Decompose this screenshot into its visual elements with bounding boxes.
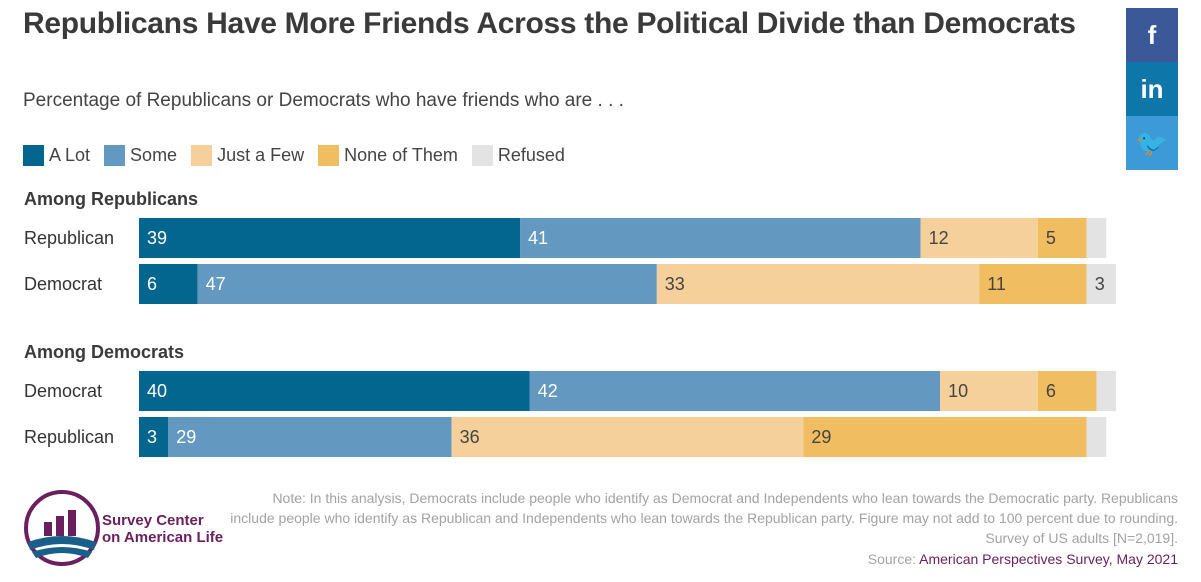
legend-item: None of Them (318, 145, 458, 166)
logo-wave-2 (32, 547, 92, 558)
bar-segment (139, 218, 521, 258)
legend-swatch (104, 145, 126, 166)
bar-segment (139, 417, 169, 457)
chart-subtitle: Percentage of Republicans or Democrats w… (23, 90, 624, 111)
source-label: Source: (867, 551, 917, 567)
bar-value-label: 42 (538, 381, 558, 401)
bar-value-label: 6 (147, 274, 157, 294)
legend-label: A Lot (49, 145, 91, 165)
chart-source: Source: American Perspectives Survey, Ma… (868, 551, 1178, 567)
legend-swatch (318, 145, 340, 166)
legend-label: Some (130, 145, 178, 165)
bar-segment (940, 371, 1038, 411)
bar-value-label: 10 (948, 381, 968, 401)
bar-value-label: 11 (987, 274, 1006, 294)
legend-swatch (471, 145, 493, 166)
logo-bar-1 (44, 522, 52, 536)
bar-segment (1037, 371, 1097, 411)
logo-line-1: Survey Center (102, 512, 204, 529)
bar-segment (451, 417, 804, 457)
legend-label: None of Them (344, 145, 458, 165)
bar-value-label: 29 (176, 427, 196, 447)
logo-bar-3 (68, 510, 76, 536)
bar-value-label: 41 (528, 228, 548, 248)
twitter-share-button[interactable]: 🐦 (1126, 116, 1178, 170)
group-label: Among Democrats (24, 342, 184, 362)
legend-swatch (191, 145, 213, 166)
row-category-label: Democrat (24, 381, 102, 401)
bar-value-label: 3 (147, 427, 157, 447)
linkedin-icon: in (1140, 73, 1164, 104)
chart-legend: A Lot Some Just a Few None of Them Refused (23, 145, 579, 166)
facebook-icon: f (1147, 19, 1157, 50)
logo-line-2: on American Life (102, 529, 224, 546)
bar-segment (139, 371, 530, 411)
stacked-bar-chart: Among Republicans Republican 39 41 12 5 Democr… (24, 189, 1116, 457)
chart-title: Republicans Have More Friends Across the… (23, 7, 1076, 40)
bar-value-label: 33 (665, 274, 685, 294)
row-category-label: Republican (24, 228, 114, 248)
logo-text: Survey Center on American Life (102, 512, 223, 546)
legend-item: A Lot (23, 145, 90, 166)
bar-segment (1086, 417, 1107, 457)
bar-segment (1086, 218, 1107, 258)
bar-segment (197, 264, 657, 304)
bar-segment (803, 417, 1087, 457)
legend-label: Refused (497, 145, 565, 165)
legend-item: Some (104, 145, 177, 166)
bar-value-label: 6 (1046, 381, 1056, 401)
twitter-icon: 🐦 (1135, 127, 1169, 158)
bar-value-label: 12 (929, 228, 949, 248)
bar-segment (139, 264, 198, 304)
bar-segment (529, 371, 941, 411)
linkedin-share-button[interactable]: in (1126, 62, 1178, 116)
bar-value-label: 29 (811, 427, 831, 447)
group-label: Among Republicans (24, 189, 198, 209)
bar-value-label: 3 (1095, 274, 1105, 294)
logo-bar-2 (56, 516, 64, 536)
legend-swatch (23, 145, 44, 166)
facebook-share-button[interactable]: f (1126, 8, 1178, 62)
bar-value-label: 36 (460, 427, 480, 447)
legend-item: Just a Few (191, 145, 304, 166)
logo-wave-1 (28, 536, 96, 550)
bar-segment (1086, 264, 1116, 304)
bar-segment (1037, 218, 1087, 258)
legend-item: Refused (471, 145, 565, 166)
bar-segment (520, 218, 921, 258)
legend-label: Just a Few (217, 145, 305, 165)
chart-note: Note: In this analysis, Democrats includ… (230, 490, 1178, 546)
bar-value-label: 47 (206, 274, 226, 294)
bar-value-label: 5 (1046, 228, 1056, 248)
social-share-bar: f in 🐦 (1126, 8, 1178, 170)
bar-segment (920, 218, 1038, 258)
bar-segment (656, 264, 980, 304)
source-name: American Perspectives Survey, May 2021 (919, 551, 1178, 567)
survey-center-logo (24, 490, 100, 566)
bar-segment (979, 264, 1087, 304)
bar-segment (1096, 371, 1116, 411)
bar-segment (168, 417, 452, 457)
bar-value-label: 39 (147, 228, 167, 248)
row-category-label: Republican (24, 427, 114, 447)
row-category-label: Democrat (24, 274, 102, 294)
bar-value-label: 40 (147, 381, 167, 401)
